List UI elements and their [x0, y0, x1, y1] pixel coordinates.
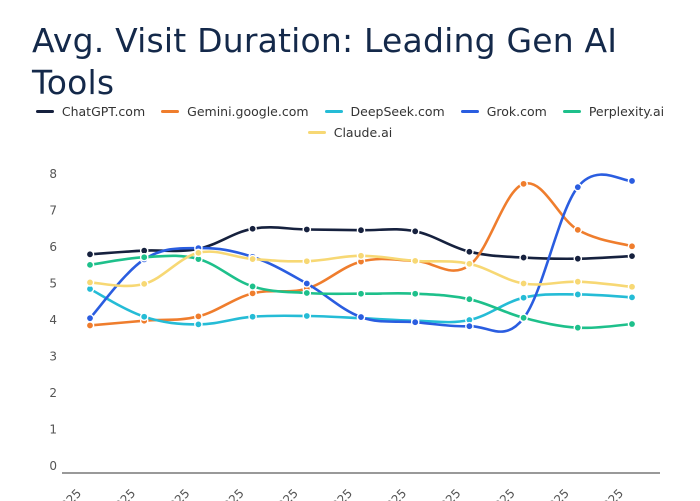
data-point-chatgpt-com [248, 224, 257, 234]
data-point-deepseek-com [139, 312, 149, 322]
legend-swatch [460, 110, 479, 113]
legend-label: Claude.ai [333, 125, 393, 140]
data-point-claude-ai [519, 279, 528, 288]
x-tick-label: 2025 [161, 486, 192, 501]
data-point-chatgpt-com [519, 253, 528, 262]
data-point-deepseek-com [519, 293, 528, 303]
y-tick-label: 3 [49, 350, 57, 364]
data-point-perplexity-ai [85, 260, 95, 270]
data-point-claude-ai [302, 256, 312, 266]
data-point-gemini-google-com [627, 241, 637, 251]
data-point-grok-com [573, 182, 583, 192]
legend-item-deepseek-com: DeepSeek.com [324, 104, 445, 119]
data-point-perplexity-ai [465, 294, 474, 304]
data-point-claude-ai [248, 254, 257, 264]
data-point-claude-ai [573, 277, 583, 286]
series-perplexity-ai [85, 252, 637, 332]
y-tick-label: 6 [49, 240, 57, 254]
data-point-claude-ai [139, 279, 149, 289]
data-point-chatgpt-com [302, 225, 312, 234]
y-tick-label: 8 [49, 167, 57, 181]
legend-swatch [324, 110, 343, 113]
x-tick-label: 2025 [324, 486, 355, 501]
data-point-perplexity-ai [356, 289, 366, 299]
x-tick-label: 2025 [269, 486, 300, 501]
data-point-perplexity-ai [248, 282, 257, 291]
y-tick-label: 4 [49, 313, 57, 327]
data-point-claude-ai [194, 248, 203, 258]
x-tick-label: 2025 [486, 486, 517, 501]
data-point-gemini-google-com [85, 321, 95, 330]
data-point-perplexity-ai [410, 289, 420, 299]
legend-label: DeepSeek.com [350, 104, 445, 119]
data-point-grok-com [85, 313, 95, 323]
data-point-gemini-google-com [194, 312, 203, 321]
data-point-perplexity-ai [627, 319, 637, 329]
data-point-gemini-google-com [573, 225, 583, 235]
x-tick-label: 2025 [540, 486, 571, 501]
data-point-perplexity-ai [519, 313, 528, 323]
series-line-gemini-google-com [88, 182, 634, 327]
data-point-chatgpt-com [356, 225, 366, 235]
data-point-chatgpt-com [85, 249, 95, 259]
data-point-chatgpt-com [573, 254, 583, 263]
data-point-gemini-google-com [248, 289, 257, 298]
data-point-claude-ai [410, 256, 420, 266]
data-point-perplexity-ai [573, 323, 583, 332]
legend-label: Grok.com [486, 104, 547, 119]
data-point-claude-ai [356, 251, 366, 261]
legend-swatch [35, 110, 54, 113]
y-tick-label: 1 [49, 423, 57, 437]
data-point-claude-ai [627, 282, 637, 292]
data-point-deepseek-com [573, 290, 583, 299]
data-point-deepseek-com [248, 312, 257, 322]
x-tick-label: 2025 [107, 486, 138, 501]
chart-title: Avg. Visit Duration: Leading Gen AI Tool… [32, 21, 618, 102]
data-point-chatgpt-com [627, 251, 637, 261]
x-tick-label: 2025 [53, 486, 84, 501]
data-point-grok-com [410, 317, 420, 327]
data-point-perplexity-ai [139, 252, 149, 262]
data-point-grok-com [627, 176, 637, 186]
data-point-perplexity-ai [302, 288, 312, 298]
legend-item-gemini-google-com: Gemini.google.com [161, 104, 309, 119]
legend-swatch [307, 131, 326, 134]
x-tick-label: 2025 [378, 486, 409, 501]
x-tick-label: 2025 [595, 486, 626, 501]
chart-legend: ChatGPT.com Gemini.google.com DeepSeek.com… [30, 104, 670, 140]
x-tick-label: 2025 [215, 486, 246, 501]
x-tick-label: 2025 [432, 486, 463, 501]
data-point-deepseek-com [627, 293, 637, 302]
y-tick-label: 7 [49, 204, 57, 218]
data-point-chatgpt-com [465, 247, 474, 257]
legend-label: Gemini.google.com [187, 104, 309, 119]
series-line-grok-com [88, 173, 634, 333]
data-point-chatgpt-com [410, 227, 420, 236]
legend-swatch [562, 110, 581, 113]
data-point-deepseek-com [302, 311, 312, 321]
data-point-gemini-google-com [519, 179, 528, 189]
y-tick-label: 2 [49, 386, 57, 400]
legend-label: Perplexity.ai [588, 104, 665, 119]
data-point-claude-ai [465, 259, 474, 269]
legend-swatch [161, 110, 180, 113]
legend-item-claude-ai: Claude.ai [307, 125, 393, 140]
legend-item-perplexity-ai: Perplexity.ai [562, 104, 665, 119]
legend-label: ChatGPT.com [61, 104, 146, 119]
data-point-claude-ai [85, 278, 95, 287]
series-claude-ai [85, 248, 637, 292]
legend-item-grok-com: Grok.com [460, 104, 547, 119]
legend-item-chatgpt-com: ChatGPT.com [35, 104, 146, 119]
data-point-grok-com [465, 321, 474, 331]
y-tick-label: 0 [49, 459, 57, 473]
data-point-deepseek-com [194, 320, 203, 329]
data-point-grok-com [356, 312, 366, 322]
y-tick-label: 5 [49, 277, 57, 291]
data-point-grok-com [302, 279, 312, 288]
